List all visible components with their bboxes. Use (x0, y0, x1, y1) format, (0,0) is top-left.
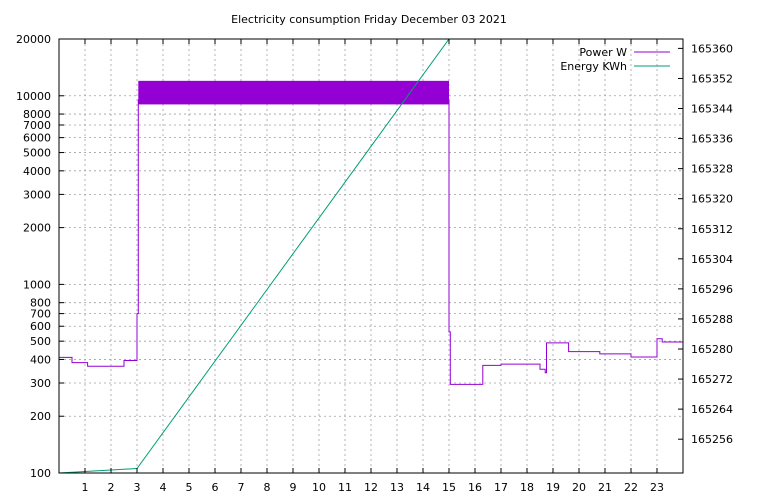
x-tick-label: 22 (624, 481, 638, 494)
x-tick-label: 23 (650, 481, 664, 494)
y-left-tick-label: 8000 (23, 108, 51, 121)
y-right-tick-label: 165336 (691, 133, 733, 146)
y-left-tick-label: 500 (30, 335, 51, 348)
x-tick-label: 3 (134, 481, 141, 494)
x-tick-label: 13 (390, 481, 404, 494)
y-right-tick-label: 165320 (691, 193, 733, 206)
y-left-tick-label: 400 (30, 353, 51, 366)
x-tick-label: 4 (160, 481, 167, 494)
x-tick-label: 2 (108, 481, 115, 494)
y-right-tick-label: 165360 (691, 42, 733, 55)
x-tick-label: 21 (598, 481, 612, 494)
x-tick-label: 6 (212, 481, 219, 494)
x-tick-label: 11 (338, 481, 352, 494)
y-right-tick-label: 165352 (691, 72, 733, 85)
y-left-tick-label: 600 (30, 320, 51, 333)
grid (59, 38, 683, 474)
x-tick-label: 7 (238, 481, 245, 494)
x-tick-label: 5 (186, 481, 193, 494)
y-right-tick-label: 165312 (691, 223, 733, 236)
y-left-tick-label: 200 (30, 410, 51, 423)
y-right-tick-label: 165256 (691, 433, 733, 446)
chart-title: Electricity consumption Friday December … (231, 13, 507, 26)
y-left-tick-label: 5000 (23, 147, 51, 160)
y-left-tick-label: 700 (30, 308, 51, 321)
x-tick-label: 10 (312, 481, 326, 494)
y-right-tick-label: 165296 (691, 283, 733, 296)
x-tick-label: 16 (468, 481, 482, 494)
x-tick-label: 19 (546, 481, 560, 494)
x-tick-label: 12 (364, 481, 378, 494)
power-band (138, 80, 450, 105)
y-right-tick-label: 165272 (691, 373, 733, 386)
y-right-tick-label: 165344 (691, 103, 733, 116)
y-left-tick-label: 3000 (23, 188, 51, 201)
y-left-tick-label: 4000 (23, 165, 51, 178)
legend-label: Energy KWh (560, 60, 627, 73)
x-tick-label: 9 (290, 481, 297, 494)
y-right-tick-label: 165288 (691, 313, 733, 326)
y-right-tick-label: 165328 (691, 163, 733, 176)
y-left-tick-label: 100 (30, 467, 51, 480)
y-left-tick-label: 1000 (23, 278, 51, 291)
legend-label: Power W (579, 46, 627, 59)
x-tick-label: 1 (82, 481, 89, 494)
y-left-tick-label: 800 (30, 297, 51, 310)
x-tick-label: 14 (416, 481, 430, 494)
y-left-tick-label: 7000 (23, 119, 51, 132)
x-tick-label: 8 (264, 481, 271, 494)
x-tick-label: 17 (494, 481, 508, 494)
y-right-tick-label: 165264 (691, 403, 733, 416)
y-left-tick-label: 10000 (16, 90, 51, 103)
y-left-tick-label: 300 (30, 377, 51, 390)
x-tick-label: 18 (520, 481, 534, 494)
y-right-tick-label: 165304 (691, 253, 733, 266)
y-right-tick-label: 165280 (691, 343, 733, 356)
power-line (59, 99, 683, 385)
y-left-tick-label: 6000 (23, 132, 51, 145)
power-band-rect (138, 80, 450, 105)
y-left-tick-label: 2000 (23, 222, 51, 235)
axes: 1 2 3 4 5 6 7 8 9 10 11 12 13 14 15 16 17 18 19 20 21 22 23100… (16, 33, 733, 494)
y-left-tick-label: 20000 (16, 33, 51, 46)
x-tick-label: 15 (442, 481, 456, 494)
x-tick-label: 20 (572, 481, 586, 494)
